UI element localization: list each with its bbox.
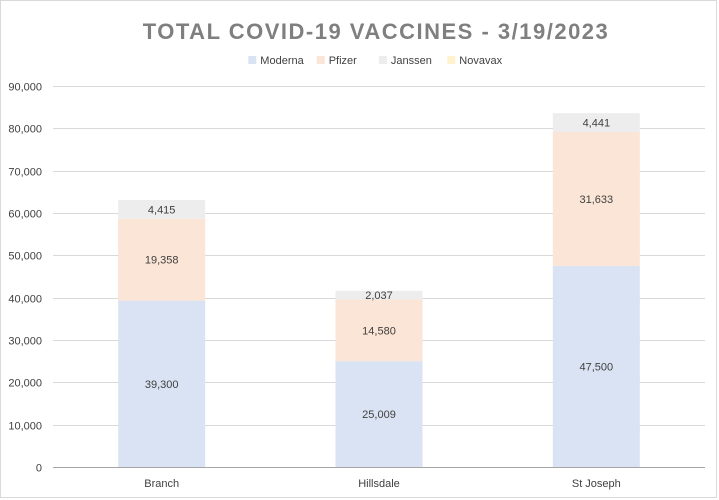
y-tick-label: 0 [36,463,42,475]
bar-segment-janssen [118,199,206,219]
x-axis: Branch Hillsdale St Joseph [53,467,705,490]
y-tick-label: 90,000 [8,82,42,94]
bar-segment-janssen [552,113,640,133]
legend-swatch [248,56,257,64]
legend-swatch [378,56,387,64]
data-label: 19,358 [145,255,179,267]
y-tick-label: 70,000 [8,167,42,179]
bar-segment-pfizer [335,299,423,362]
y-axis: 0 10,000 20,000 30,000 40,000 50,000 60,000 70,… [8,82,42,475]
data-label: 4,441 [583,118,611,130]
chart-title: TOTAL COVID-19 VACCINES - 3/19/2023 [143,19,610,44]
legend-swatch [447,56,456,64]
y-tick-label: 40,000 [8,294,42,306]
data-label: 39,300 [145,379,179,391]
y-tick-label: 60,000 [8,209,42,221]
x-tick-label: St Joseph [572,478,621,490]
data-label: 47,500 [580,361,614,373]
bar-segment-moderna [118,300,206,467]
bar-segment-pfizer [552,132,640,266]
y-tick-label: 80,000 [8,124,42,136]
data-label: 31,633 [580,194,614,206]
legend-label: Pfizer [329,55,357,67]
legend-label: Moderna [260,55,304,67]
bars: 39,300 19,358 4,415 25,009 14,580 2,037 47,500… [118,113,640,467]
data-label: 25,009 [362,409,396,421]
data-label: 4,415 [148,204,176,216]
bar-segment-moderna [335,361,423,467]
bar-segment-moderna [552,265,640,467]
data-label: 2,037 [365,290,393,302]
y-tick-label: 20,000 [8,378,42,390]
y-tick-label: 10,000 [8,421,42,433]
legend-swatch [316,56,325,64]
legend-label: Novavax [459,55,502,67]
legend: Moderna Pfizer Janssen Novavax [248,55,503,67]
legend-label: Janssen [391,55,432,67]
bar-segment-janssen [335,290,423,300]
y-tick-label: 50,000 [8,251,42,263]
y-tick-label: 30,000 [8,336,42,348]
bar-segment-pfizer [118,218,206,301]
data-label: 14,580 [362,325,396,337]
x-tick-label: Branch [144,478,179,490]
x-tick-label: Hillsdale [358,478,400,490]
